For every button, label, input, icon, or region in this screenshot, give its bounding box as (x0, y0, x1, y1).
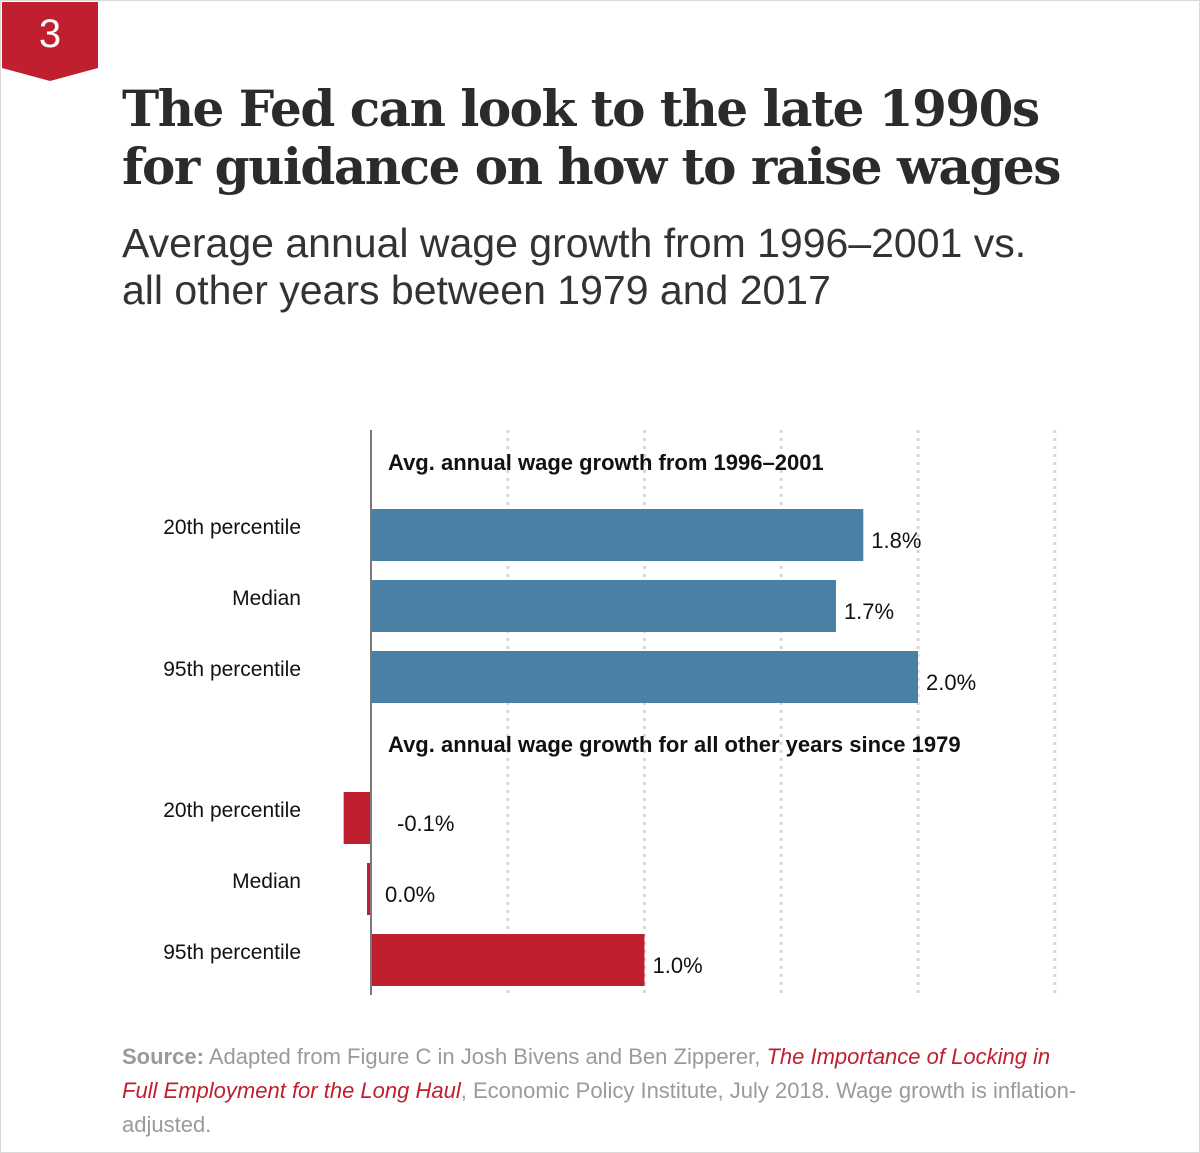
bar-2-3 (371, 934, 645, 986)
category-label-2-3: 95th percentile (163, 941, 301, 964)
bar-2-1 (343, 792, 371, 844)
category-label-1-1: 20th percentile (163, 516, 301, 539)
bar-1-1 (371, 509, 864, 561)
bar-1-2 (371, 580, 836, 632)
bar-chart: Avg. annual wage growth from 1996–2001 20… (163, 430, 1057, 995)
group-header-2: Avg. annual wage growth for all other ye… (388, 732, 961, 757)
source-reference: The Importance of Locking in Full Employ… (122, 1044, 1051, 1103)
source-label: Source: (122, 1044, 204, 1069)
category-label-2-1: 20th percentile (163, 799, 301, 822)
data-label-2-3: 1.0% (653, 953, 703, 978)
source-note: Source: Adapted from Figure C in Josh Bi… (122, 1040, 1082, 1142)
category-label-1-2: Median (232, 587, 301, 610)
source-text-after: , Economic Policy Institute, July 2018. … (122, 1078, 1077, 1137)
category-label-1-3: 95th percentile (163, 658, 301, 681)
chart-subtitle: Average annual wage growth from 1996–200… (122, 220, 1027, 313)
figure-number-badge: 3 (2, 2, 98, 81)
bar-2-2 (367, 863, 371, 915)
data-label-2-1: -0.1% (397, 811, 454, 836)
data-label-1-3: 2.0% (926, 670, 976, 695)
bar-1-3 (371, 651, 918, 703)
data-label-1-1: 1.8% (871, 528, 921, 553)
data-label-1-2: 1.7% (844, 599, 894, 624)
chart-title: The Fed can look to the late 1990s for g… (122, 79, 1061, 196)
group-header-1: Avg. annual wage growth from 1996–2001 (388, 450, 824, 475)
category-label-2-2: Median (232, 870, 301, 893)
data-label-2-2: 0.0% (385, 882, 435, 907)
figure-number: 3 (38, 12, 62, 56)
source-text-before: Adapted from Figure C in Josh Bivens and… (203, 1044, 767, 1069)
